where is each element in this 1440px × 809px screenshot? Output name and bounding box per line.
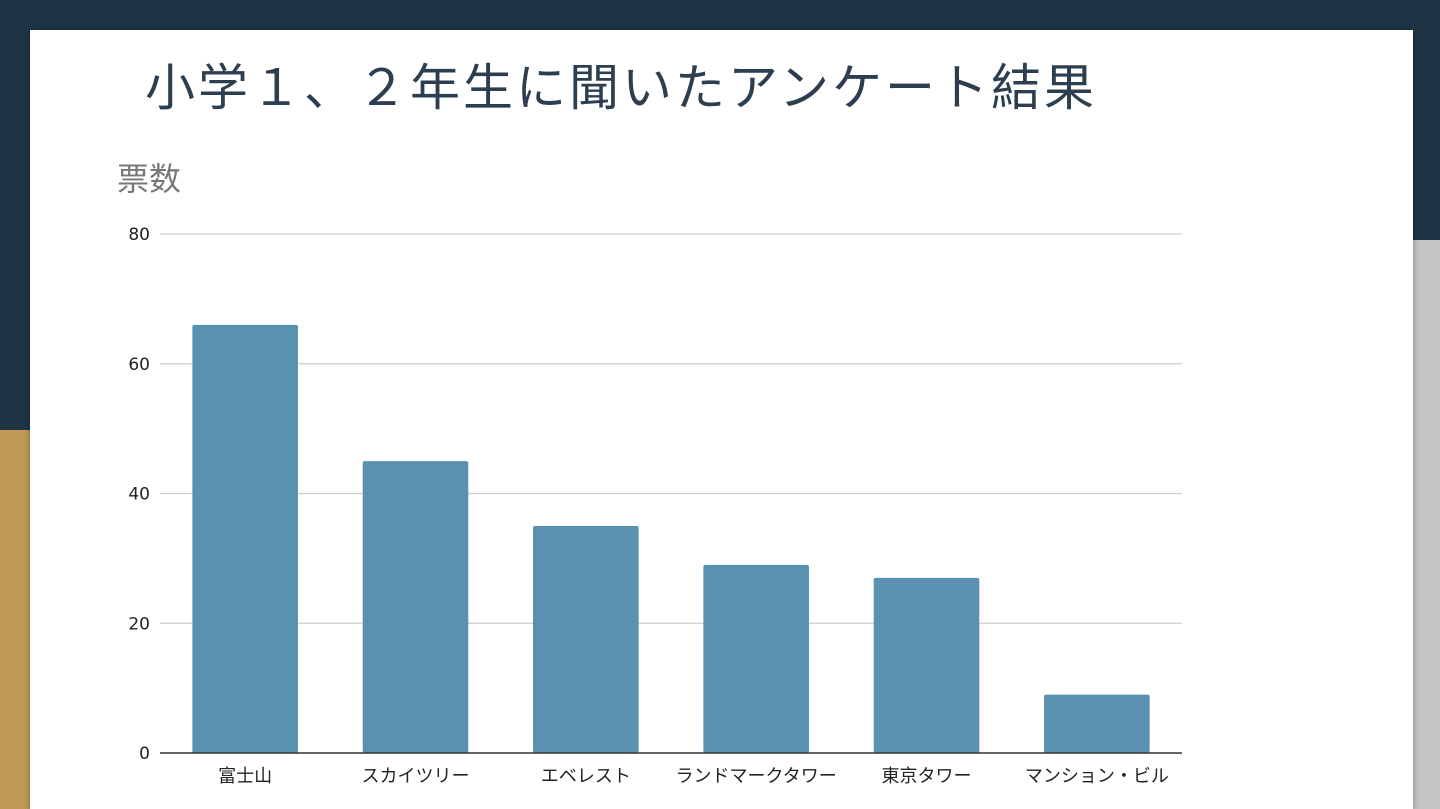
y-tick-label: 60 <box>128 355 150 375</box>
x-category-label: 東京タワー <box>882 766 972 787</box>
bar <box>533 525 639 753</box>
bar <box>873 577 980 753</box>
x-category-labels: 富士山 スカイツリー エベレスト ランドマークタワー 東京タワー マンション・ビル <box>218 766 1169 787</box>
y-tick-label: 40 <box>128 485 150 505</box>
x-category-label: マンション・ビル <box>1025 766 1169 787</box>
y-tick-label: 0 <box>139 744 150 764</box>
y-tick-labels: 0 20 40 60 80 <box>128 225 150 764</box>
gridlines <box>160 233 1182 624</box>
slide: 小学１、２年生に聞いたアンケート結果 票数 0 20 40 60 80 富士山 スカイツリ… <box>30 30 1413 809</box>
x-category-label: スカイツリー <box>362 766 470 787</box>
bar <box>192 324 298 753</box>
y-axis-label: 票数 <box>117 160 181 198</box>
y-tick-label: 20 <box>128 614 150 634</box>
bars <box>192 324 1150 753</box>
slide-title: 小学１、２年生に聞いたアンケート結果 <box>145 59 1097 117</box>
bar-chart: 票数 0 20 40 60 80 富士山 スカイツリー エベレスト ランドマークタワー 東京タワ… <box>117 160 1182 787</box>
y-tick-label: 80 <box>128 225 150 245</box>
bar <box>362 461 469 753</box>
x-category-label: ランドマークタワー <box>676 766 837 787</box>
x-category-label: 富士山 <box>218 766 272 787</box>
bar <box>703 564 809 753</box>
x-category-label: エベレスト <box>541 766 631 787</box>
bar <box>1044 694 1150 753</box>
